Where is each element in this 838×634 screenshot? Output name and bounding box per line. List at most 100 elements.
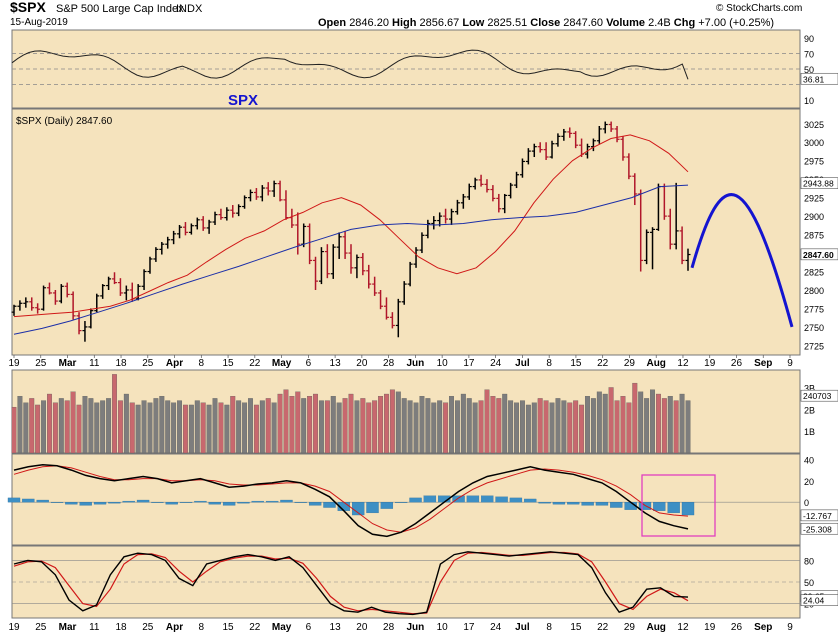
price-bar bbox=[413, 247, 419, 268]
price-bar bbox=[466, 183, 472, 200]
price-bar bbox=[70, 291, 76, 320]
volume-bar bbox=[248, 398, 253, 454]
volume-bar bbox=[437, 400, 443, 454]
volume-bar bbox=[236, 400, 242, 454]
price-bar bbox=[23, 297, 29, 308]
macd-histogram-bar bbox=[538, 502, 551, 504]
price-bar bbox=[395, 298, 401, 338]
volume-bar bbox=[159, 396, 165, 454]
price-close-value-box bbox=[800, 248, 838, 261]
highlight-box bbox=[641, 474, 716, 537]
low-value: 2825.51 bbox=[487, 17, 528, 29]
volume-bar bbox=[449, 396, 454, 454]
volume-bar bbox=[472, 402, 478, 454]
volume-bar bbox=[295, 391, 301, 454]
price-bar bbox=[247, 189, 253, 202]
x-tick-label: 13 bbox=[330, 358, 342, 369]
price-bar bbox=[561, 128, 567, 141]
volume-bar bbox=[389, 389, 395, 454]
x-tick-label: 18 bbox=[115, 358, 127, 369]
volume-bar bbox=[242, 402, 248, 454]
volume-bar bbox=[520, 400, 525, 454]
price-bar bbox=[330, 244, 336, 279]
volume-bar bbox=[123, 393, 129, 454]
x-tick-label: Jul bbox=[515, 358, 530, 369]
x-tick-label: 25 bbox=[142, 358, 154, 369]
price-bar bbox=[602, 121, 608, 134]
macd-histogram-bar bbox=[165, 502, 178, 505]
x-tick-label: May bbox=[272, 358, 292, 369]
x-tick-label: Mar bbox=[59, 358, 77, 369]
volume-bar bbox=[41, 400, 47, 454]
bottom-x-tick-label: 11 bbox=[89, 622, 100, 633]
price-bar bbox=[383, 297, 389, 320]
price-bar bbox=[46, 282, 52, 295]
bottom-x-tick-label: 10 bbox=[437, 622, 449, 633]
chart-date: 15-Aug-2019 bbox=[10, 17, 68, 28]
macd-histogram-bar bbox=[495, 496, 508, 503]
volume-tick-label: 2B bbox=[804, 405, 815, 415]
price-bar bbox=[348, 244, 354, 274]
volume-bar bbox=[425, 398, 431, 454]
panel-price bbox=[11, 108, 801, 356]
price-sma-value: 2943.88 bbox=[803, 179, 834, 189]
price-bar bbox=[679, 226, 685, 265]
volume-value: 2.4B bbox=[648, 17, 671, 29]
price-bar bbox=[88, 308, 94, 329]
volume-bar bbox=[129, 402, 135, 454]
price-bar bbox=[650, 227, 656, 270]
bottom-x-tick-label: 22 bbox=[597, 622, 609, 633]
price-bar bbox=[123, 285, 129, 301]
price-bar bbox=[277, 180, 283, 202]
volume-bar bbox=[301, 398, 307, 454]
price-bar bbox=[271, 180, 277, 197]
price-bar bbox=[407, 261, 413, 287]
volume-bar bbox=[502, 393, 508, 454]
volume-bar bbox=[401, 398, 407, 454]
x-tick-label: 20 bbox=[356, 358, 368, 369]
volume-bar bbox=[454, 400, 460, 454]
price-bar bbox=[242, 195, 248, 209]
price-bar bbox=[177, 224, 183, 239]
volume-last-value: 240703 bbox=[803, 391, 832, 401]
price-bar bbox=[590, 138, 596, 152]
x-tick-label: 10 bbox=[437, 358, 449, 369]
bottom-x-tick-label: 8 bbox=[546, 622, 552, 633]
price-bar bbox=[200, 216, 206, 231]
macd-histogram-bar bbox=[409, 497, 422, 503]
volume-bar bbox=[165, 400, 171, 454]
price-bar bbox=[454, 199, 460, 215]
volume-bar bbox=[11, 406, 17, 454]
price-bar bbox=[685, 248, 691, 271]
price-bar bbox=[141, 269, 147, 290]
bottom-x-tick-label: Apr bbox=[166, 622, 183, 633]
macd-histogram-bar bbox=[79, 502, 92, 506]
macd-histogram-bar bbox=[36, 499, 49, 503]
x-tick-label: Sep bbox=[754, 358, 772, 369]
macd-histogram-bar bbox=[237, 502, 250, 504]
volume-bar bbox=[277, 393, 283, 454]
volume-bar bbox=[413, 402, 419, 454]
price-bar bbox=[425, 219, 431, 239]
macd-histogram-bar bbox=[151, 502, 164, 503]
projection-curve bbox=[690, 193, 794, 328]
macd-tick-label: 40 bbox=[804, 455, 814, 465]
close-value: 2847.60 bbox=[563, 17, 604, 29]
price-bar bbox=[253, 188, 259, 200]
price-bar bbox=[460, 193, 466, 209]
price-bar bbox=[41, 285, 47, 311]
rsi-line bbox=[11, 49, 689, 80]
stoch-tick-label: 80 bbox=[804, 556, 814, 566]
bottom-x-tick-label: 12 bbox=[677, 622, 689, 633]
macd-histogram-bar bbox=[581, 502, 594, 506]
spx-annotation: SPX bbox=[228, 92, 258, 109]
volume-bar bbox=[561, 400, 567, 454]
volume-bar bbox=[52, 402, 58, 454]
price-bar bbox=[419, 232, 425, 254]
price-bar bbox=[614, 125, 620, 143]
rsi-tick-label: 70 bbox=[804, 49, 814, 59]
rsi-last-value: 36.81 bbox=[803, 74, 825, 84]
volume-bar bbox=[29, 398, 35, 454]
price-bar bbox=[431, 216, 437, 230]
volume-bar bbox=[632, 382, 638, 454]
